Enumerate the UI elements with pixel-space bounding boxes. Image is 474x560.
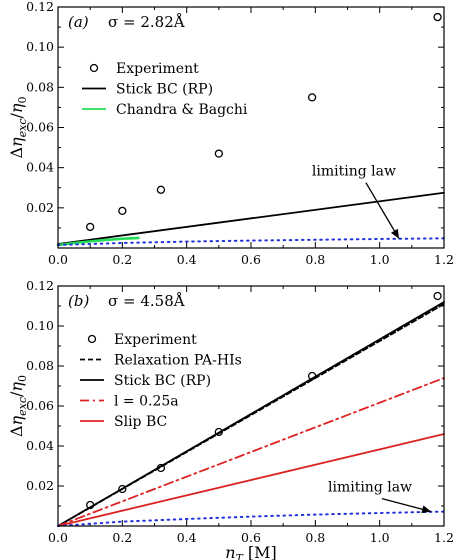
annotation-arrowhead (421, 505, 432, 514)
legend-marker (89, 63, 99, 73)
panel-label: (a) (68, 13, 89, 31)
legend-label: Slip BC (114, 414, 167, 430)
x-tick-label: 0.8 (305, 252, 325, 267)
legend-label: Experiment (116, 61, 199, 77)
x-tick-label: 0.0 (48, 252, 68, 267)
data-point (156, 463, 166, 473)
data-point (118, 484, 127, 494)
y-tick-label: 0.06 (26, 398, 54, 413)
sigma-label: σ = 2.82Å (108, 13, 185, 31)
panel-b: 0.0 0.2 0.4 0.6 0.8 1.0 1.2 0.02 0.04 0.06 0.08 0.1… (7, 278, 454, 560)
legend-label: Stick BC (RP) (116, 82, 213, 98)
legend-label: l = 0.25a (114, 394, 179, 410)
annotation-arrowhead (390, 228, 399, 239)
y-tick-label: 0.02 (26, 200, 54, 215)
series-line-stick-bc-rp- (57, 191, 445, 245)
y-tick-label: 0.04 (26, 438, 54, 453)
data-point (307, 93, 317, 102)
x-tick-label: 0.0 (48, 530, 68, 545)
panel-label: (b) (68, 292, 89, 310)
y-axis-label: Δηexc/η0 (7, 96, 29, 158)
legend-label: Relaxation PA-HIs (114, 353, 242, 369)
data-point (86, 222, 95, 232)
panel-a: 0.0 0.2 0.4 0.6 0.8 1.0 1.2 0.02 0.04 0.06 0.08 0.1… (7, 0, 454, 267)
plot-frame (57, 6, 445, 249)
x-tick-label: 1.0 (370, 530, 390, 545)
sigma-label: σ = 4.58Å (108, 292, 185, 310)
y-tick-label: 0.12 (26, 0, 54, 14)
x-tick-label: 0.2 (112, 530, 132, 545)
annotation-label: limiting law (312, 164, 396, 180)
y-tick-label: 0.08 (26, 358, 54, 373)
x-axis-label: nT [M] (225, 543, 277, 560)
annotation-arrow (365, 182, 400, 239)
data-point (86, 500, 95, 510)
data-point (433, 291, 442, 301)
legend-label: Experiment (114, 332, 197, 348)
data-point (118, 206, 127, 215)
y-tick-label: 0.02 (26, 478, 54, 493)
x-tick-label: 1.0 (370, 252, 390, 267)
legend-label: Chandra & Bagchi (116, 102, 248, 118)
data-point (156, 185, 166, 194)
x-tick-label: 0.6 (241, 252, 261, 267)
y-axis-label: Δηexc/η0 (7, 375, 29, 437)
series-line-slip-bc (57, 433, 445, 527)
data-point (307, 371, 317, 381)
series-line-l-0-25a (57, 377, 445, 527)
y-tick-label: 0.10 (26, 39, 54, 54)
series-line-chandra-bagchi (56, 236, 140, 247)
y-tick-label: 0.08 (26, 79, 54, 94)
series-line-stick-bc-rp- (57, 301, 445, 527)
x-tick-label: 0.8 (305, 530, 325, 545)
data-point (433, 12, 442, 22)
data-point (214, 149, 223, 158)
x-tick-label: 0.4 (177, 530, 197, 545)
legend-marker (87, 334, 97, 344)
y-tick-label: 0.06 (26, 120, 54, 135)
x-tick-label: 1.2 (434, 252, 454, 267)
y-tick-label: 0.04 (26, 160, 54, 175)
x-tick-label: 1.2 (434, 530, 454, 545)
x-tick-label: 0.2 (112, 252, 132, 267)
x-tick-label: 0.6 (241, 530, 261, 545)
plot-frame (57, 285, 445, 527)
x-tick-label: 0.4 (177, 252, 197, 267)
data-point (214, 427, 223, 437)
legend-label: Stick BC (RP) (114, 373, 211, 389)
y-tick-label: 0.10 (26, 318, 54, 333)
y-tick-label: 0.12 (26, 278, 54, 293)
annotation-label: limiting law (328, 480, 412, 496)
